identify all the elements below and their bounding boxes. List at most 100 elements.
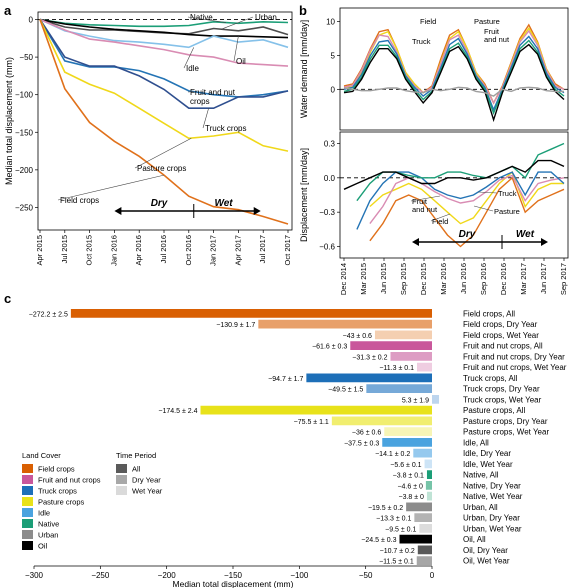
legend-swatch-all bbox=[116, 464, 127, 473]
series-line-native bbox=[39, 18, 289, 28]
plot-frame bbox=[37, 11, 293, 231]
series-label-pasture-crops: Pasture crops bbox=[137, 164, 186, 173]
bar-native-dry-year bbox=[425, 481, 432, 490]
series-label-line: Fruit and nut bbox=[190, 88, 236, 97]
category-label: Pasture crops, Wet Year bbox=[463, 428, 549, 437]
bar-native-wet-year bbox=[426, 491, 432, 501]
bottom-x-tick-label: Sep 2016 bbox=[479, 263, 488, 295]
bar-value-label: −14.1 ± 0.2 bbox=[375, 451, 410, 458]
bar-value-label: −75.5 ± 1.1 bbox=[294, 419, 329, 426]
bar-oil-dry-year bbox=[417, 545, 432, 555]
bar-truck-crops-all bbox=[306, 373, 432, 383]
top-series-label-field: Field bbox=[420, 17, 436, 26]
bottom-series-line-fruit-and-nut bbox=[369, 174, 565, 225]
legend-label-dry-year: Dry Year bbox=[132, 476, 161, 485]
top-series-label-pasture: Pasture bbox=[474, 17, 500, 26]
bottom-plot-frame bbox=[339, 131, 569, 259]
series-label-line: Truck crops bbox=[205, 124, 247, 133]
bar-idle-wet-year bbox=[424, 459, 432, 469]
x-tick-label: Jul 2017 bbox=[258, 235, 267, 263]
legend-label-truck-crops: Truck crops bbox=[38, 487, 77, 496]
b-dry-arrow-head bbox=[412, 238, 419, 246]
series-line-truck-crops bbox=[39, 19, 289, 109]
bar-value-label: −49.5 ± 1.5 bbox=[328, 387, 363, 394]
bottom-series-label-leader bbox=[473, 205, 494, 212]
category-label: Field crops, Dry Year bbox=[463, 320, 538, 329]
bottom-series-label-fruit-and-nut: Fruit and nut bbox=[412, 197, 438, 214]
series-line-pasture-crops bbox=[39, 19, 289, 152]
panel-label-a: a bbox=[4, 3, 12, 18]
legend-label-pasture-crops: Pasture crops bbox=[38, 498, 85, 507]
panel-label-b: b bbox=[299, 3, 307, 18]
x-tick-label: Jul 2015 bbox=[60, 235, 69, 263]
bar-field-crops-dry-year bbox=[258, 319, 432, 329]
series-line-oil bbox=[39, 18, 289, 39]
bar-value-label: −174.5 ± 2.4 bbox=[158, 408, 197, 415]
series-label-fruit-and-nut-crops: Fruit and nut crops bbox=[190, 88, 236, 106]
bar-value-label: −43 ± 0.6 bbox=[343, 333, 372, 340]
top-series-label-truck: Truck bbox=[412, 37, 431, 46]
bar-value-label: −11.5 ± 0.1 bbox=[379, 559, 414, 566]
category-label: Idle, All bbox=[463, 438, 489, 447]
legend-swatch-wet-year bbox=[116, 486, 127, 495]
panel-a: 0 −50 −100 −150 −200 −250 Apr 2015 Jul 2015 Oct … bbox=[4, 11, 293, 266]
bar-pasture-crops-wet-year bbox=[384, 427, 432, 436]
category-label: Truck crops, Wet Year bbox=[463, 395, 542, 404]
bar-fruit-and-nut-crops-all bbox=[350, 341, 432, 350]
x-tick-label: Apr 2016 bbox=[134, 235, 143, 265]
bottom-y-tick-label: 0.0 bbox=[324, 174, 336, 183]
bar-urban-dry-year bbox=[414, 513, 432, 522]
legend-swatch-truck-crops bbox=[22, 486, 33, 495]
bar-value-label: −3.8 ± 0 bbox=[399, 494, 425, 501]
category-label: Field crops, All bbox=[463, 309, 515, 318]
bottom-x-tick-label: Mar 2015 bbox=[359, 263, 368, 295]
top-series-label-line: Fruit bbox=[484, 27, 500, 36]
top-plot-frame bbox=[339, 7, 569, 131]
series-label-native: Native bbox=[190, 13, 213, 22]
top-series-line-field bbox=[343, 23, 565, 105]
series-line-unlabeled bbox=[39, 18, 289, 67]
bottom-x-tick-label: Sep 2015 bbox=[399, 263, 408, 295]
bottom-series-line-pasture bbox=[369, 170, 564, 225]
bottom-x-tick-label: Sep 2017 bbox=[559, 263, 568, 295]
series-label-leader bbox=[220, 16, 254, 30]
bottom-series-label-line: Fruit bbox=[412, 197, 428, 206]
x-tick-label: −50 bbox=[359, 571, 373, 580]
category-label: Fruit and nut crops, All bbox=[463, 342, 543, 351]
b-dry-label: Dry bbox=[459, 229, 476, 240]
series-label-leader bbox=[134, 138, 192, 169]
legend-label-fruit-and-nut-crops: Fruit and nut crops bbox=[38, 476, 101, 485]
legend-swatch-pasture-crops bbox=[22, 497, 33, 506]
category-label: Oil, Dry Year bbox=[463, 546, 508, 555]
bottom-x-tick-label: Jun 2016 bbox=[459, 263, 468, 294]
bar-value-label: −37.5 ± 0.3 bbox=[344, 440, 379, 447]
bottom-x-tick-label: Dec 2016 bbox=[499, 263, 508, 295]
bottom-series-label-leader bbox=[430, 213, 451, 222]
top-series-label-line: and nut bbox=[484, 35, 510, 44]
bar-native-all bbox=[426, 470, 432, 479]
bar-value-label: 5.3 ± 1.9 bbox=[402, 397, 429, 404]
wet-arrow-head bbox=[253, 207, 261, 215]
top-series-line-fruit-and-nut bbox=[343, 29, 565, 105]
series-label-line: Pasture crops bbox=[137, 164, 186, 173]
bottom-x-tick-label: Mar 2017 bbox=[519, 263, 528, 295]
bottom-x-tick-label: Jun 2017 bbox=[539, 263, 548, 294]
b-wet-label: Wet bbox=[516, 229, 535, 240]
category-label: Native, Wet Year bbox=[463, 492, 523, 501]
x-tick-label: Oct 2016 bbox=[184, 235, 193, 265]
bar-truck-crops-wet-year bbox=[432, 395, 440, 404]
x-tick-label: −250 bbox=[91, 571, 110, 580]
wet-label: Wet bbox=[214, 198, 233, 209]
series-label-truck-crops: Truck crops bbox=[205, 124, 247, 133]
b-wet-arrow-head bbox=[541, 238, 548, 246]
bar-value-label: −272.2 ± 2.5 bbox=[29, 311, 68, 318]
panel-b: 10 5 0 Water demand [mm/day] Field Pasture Tru… bbox=[299, 7, 569, 295]
top-y-tick-label: 10 bbox=[326, 18, 335, 27]
top-series-line-unlabeled bbox=[343, 43, 565, 123]
series-label-field-crops: Field crops bbox=[60, 196, 99, 205]
series-label-line: Native bbox=[190, 13, 213, 22]
category-label: Oil, All bbox=[463, 535, 486, 544]
x-tick-label: Oct 2015 bbox=[85, 235, 94, 265]
legend-swatch-field-crops bbox=[22, 464, 33, 473]
